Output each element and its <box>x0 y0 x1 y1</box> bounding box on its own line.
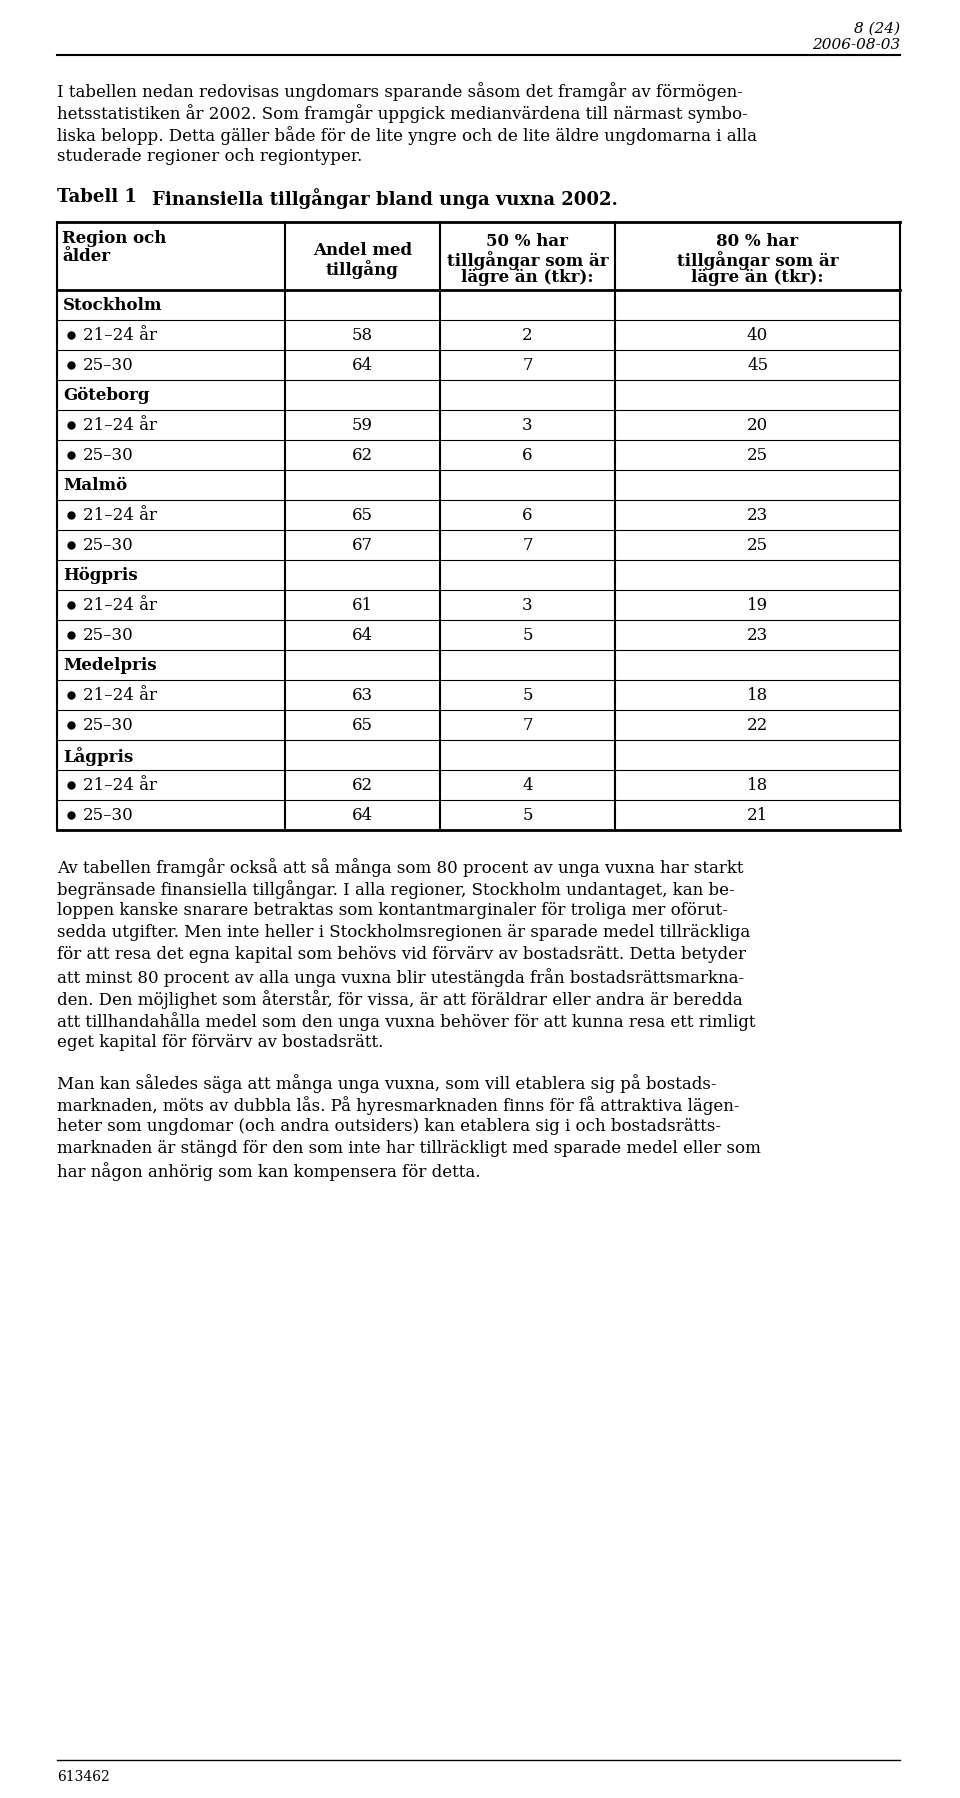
Text: lägre än (tkr):: lägre än (tkr): <box>691 270 824 286</box>
Text: att minst 80 procent av alla unga vuxna blir utestängda från bostadsrättsmarkna-: att minst 80 procent av alla unga vuxna … <box>57 967 744 987</box>
Text: 58: 58 <box>352 327 373 343</box>
Text: lägre än (tkr):: lägre än (tkr): <box>461 270 593 286</box>
Text: marknaden, möts av dubbla lås. På hyresmarknaden finns för få attraktiva lägen-: marknaden, möts av dubbla lås. På hyresm… <box>57 1097 739 1115</box>
Text: 62: 62 <box>352 448 373 464</box>
Text: 7: 7 <box>522 358 533 374</box>
Text: 21–24 år: 21–24 år <box>83 417 157 433</box>
Text: 8 (24): 8 (24) <box>853 22 900 36</box>
Text: 5: 5 <box>522 807 533 823</box>
Text: 80 % har: 80 % har <box>716 234 799 250</box>
Text: Tabell 1: Tabell 1 <box>57 189 137 207</box>
Text: 18: 18 <box>747 777 768 795</box>
Text: 3: 3 <box>522 597 533 613</box>
Text: marknaden är stängd för den som inte har tillräckligt med sparade medel eller so: marknaden är stängd för den som inte har… <box>57 1140 761 1156</box>
Text: tillgångar som är: tillgångar som är <box>677 252 838 270</box>
Text: 20: 20 <box>747 417 768 433</box>
Text: 25: 25 <box>747 448 768 464</box>
Text: 67: 67 <box>352 538 373 554</box>
Text: 59: 59 <box>352 417 373 433</box>
Text: I tabellen nedan redovisas ungdomars sparande såsom det framgår av förmögen-: I tabellen nedan redovisas ungdomars spa… <box>57 83 743 101</box>
Text: 7: 7 <box>522 538 533 554</box>
Text: 21: 21 <box>747 807 768 823</box>
Text: har någon anhörig som kan kompensera för detta.: har någon anhörig som kan kompensera för… <box>57 1162 481 1181</box>
Text: Malmö: Malmö <box>63 476 127 494</box>
Text: studerade regioner och regiontyper.: studerade regioner och regiontyper. <box>57 147 362 165</box>
Text: 19: 19 <box>747 597 768 613</box>
Text: Lågpris: Lågpris <box>63 746 133 766</box>
Text: hetsstatistiken år 2002. Som framgår uppgick medianvärdena till närmast symbo-: hetsstatistiken år 2002. Som framgår upp… <box>57 104 748 122</box>
Text: 21–24 år: 21–24 år <box>83 327 157 343</box>
Text: 62: 62 <box>352 777 373 795</box>
Text: 64: 64 <box>352 628 373 644</box>
Text: 6: 6 <box>522 507 533 523</box>
Text: den. Den möjlighet som återstår, för vissa, är att föräldrar eller andra är bere: den. Den möjlighet som återstår, för vis… <box>57 991 743 1009</box>
Text: sedda utgifter. Men inte heller i Stockholmsregionen är sparade medel tillräckli: sedda utgifter. Men inte heller i Stockh… <box>57 924 751 940</box>
Text: 25–30: 25–30 <box>83 717 133 734</box>
Text: att tillhandahålla medel som den unga vuxna behöver för att kunna resa ett rimli: att tillhandahålla medel som den unga vu… <box>57 1012 756 1030</box>
Text: 40: 40 <box>747 327 768 343</box>
Text: 25–30: 25–30 <box>83 807 133 823</box>
Text: begränsade finansiella tillgångar. I alla regioner, Stockholm undantaget, kan be: begränsade finansiella tillgångar. I all… <box>57 879 734 899</box>
Text: tillgång: tillgång <box>326 261 399 279</box>
Text: heter som ungdomar (och andra outsiders) kan etablera sig i och bostadsrätts-: heter som ungdomar (och andra outsiders)… <box>57 1118 721 1135</box>
Text: Man kan således säga att många unga vuxna, som vill etablera sig på bostads-: Man kan således säga att många unga vuxn… <box>57 1073 716 1093</box>
Text: eget kapital för förvärv av bostadsrätt.: eget kapital för förvärv av bostadsrätt. <box>57 1034 383 1052</box>
Text: Stockholm: Stockholm <box>63 297 162 315</box>
Text: loppen kanske snarare betraktas som kontantmarginaler för troliga mer oförut-: loppen kanske snarare betraktas som kont… <box>57 903 728 919</box>
Text: 25: 25 <box>747 538 768 554</box>
Text: Finansiella tillgångar bland unga vuxna 2002.: Finansiella tillgångar bland unga vuxna … <box>152 189 618 209</box>
Text: 2: 2 <box>522 327 533 343</box>
Text: 61: 61 <box>352 597 373 613</box>
Text: 25–30: 25–30 <box>83 538 133 554</box>
Text: 5: 5 <box>522 687 533 705</box>
Text: 25–30: 25–30 <box>83 448 133 464</box>
Text: 63: 63 <box>352 687 373 705</box>
Text: 50 % har: 50 % har <box>487 234 568 250</box>
Text: för att resa det egna kapital som behövs vid förvärv av bostadsrätt. Detta betyd: för att resa det egna kapital som behövs… <box>57 946 746 964</box>
Text: Av tabellen framgår också att så många som 80 procent av unga vuxna har starkt: Av tabellen framgår också att så många s… <box>57 858 743 877</box>
Text: Region och: Region och <box>62 230 166 246</box>
Text: 64: 64 <box>352 358 373 374</box>
Text: Högpris: Högpris <box>63 566 137 584</box>
Text: 6: 6 <box>522 448 533 464</box>
Text: 613462: 613462 <box>57 1769 109 1784</box>
Text: 5: 5 <box>522 628 533 644</box>
Text: 45: 45 <box>747 358 768 374</box>
Text: Medelpris: Medelpris <box>63 656 156 674</box>
Text: 65: 65 <box>352 717 373 734</box>
Text: liska belopp. Detta gäller både för de lite yngre och de lite äldre ungdomarna i: liska belopp. Detta gäller både för de l… <box>57 126 757 146</box>
Text: 21–24 år: 21–24 år <box>83 777 157 795</box>
Text: 23: 23 <box>747 507 768 523</box>
Text: 2006-08-03: 2006-08-03 <box>812 38 900 52</box>
Text: 7: 7 <box>522 717 533 734</box>
Text: Andel med: Andel med <box>313 243 412 259</box>
Text: 18: 18 <box>747 687 768 705</box>
Text: 64: 64 <box>352 807 373 823</box>
Text: 21–24 år: 21–24 år <box>83 687 157 705</box>
Text: 21–24 år: 21–24 år <box>83 507 157 523</box>
Text: 22: 22 <box>747 717 768 734</box>
Text: ålder: ålder <box>62 248 110 264</box>
Text: tillgångar som är: tillgångar som är <box>446 252 609 270</box>
Text: 25–30: 25–30 <box>83 358 133 374</box>
Text: 65: 65 <box>352 507 373 523</box>
Text: 3: 3 <box>522 417 533 433</box>
Text: 25–30: 25–30 <box>83 628 133 644</box>
Text: 23: 23 <box>747 628 768 644</box>
Text: 4: 4 <box>522 777 533 795</box>
Text: Göteborg: Göteborg <box>63 387 150 405</box>
Text: 21–24 år: 21–24 år <box>83 597 157 613</box>
